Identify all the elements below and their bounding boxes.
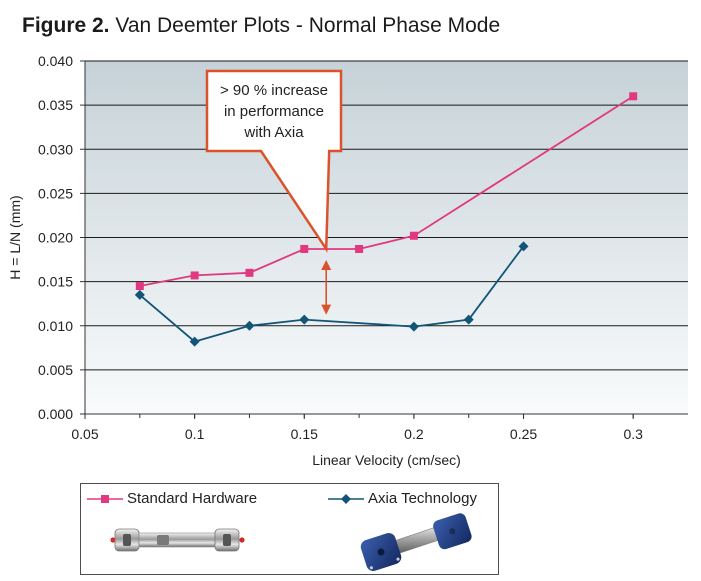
legend-swatch-axia-technology [328,493,364,504]
y-tick-label-0: 0.000 [38,406,73,422]
x-tick-label-1: 0.1 [185,426,205,442]
x-axis-label: Linear Velocity (cm/sec) [312,452,461,468]
y-axis-label: H = L/N (mm) [7,195,23,279]
point-standard-hardware-3 [300,244,309,253]
annotation-line-0: > 90 % increase [220,82,328,99]
y-tick-label-5: 0.025 [38,185,73,201]
point-axia-technology-1 [189,336,200,347]
point-standard-hardware-4 [355,244,364,253]
point-standard-hardware-6 [629,92,638,101]
point-axia-technology-4 [408,321,419,332]
figure-label: Figure 2. [22,14,110,37]
y-tick-label-7: 0.035 [38,97,73,113]
y-tick-label-2: 0.010 [38,318,73,334]
grid-lines [80,60,688,415]
legend-swatch-standard-hardware [87,494,123,503]
annotation-line-2: with Axia [243,124,304,141]
y-tick-label-6: 0.030 [38,141,73,157]
point-axia-technology-5 [463,314,474,325]
legend-label-standard-hardware: Standard Hardware [127,490,258,507]
legend: Standard Hardware Axia Technology [80,483,499,575]
legend-item-standard-hardware: Standard Hardware [87,490,257,507]
y-tick-label-8: 0.040 [38,53,73,69]
point-axia-technology-3 [299,314,310,325]
point-standard-hardware-1 [190,271,199,280]
double-arrow-head-up [321,259,332,270]
van-deemter-chart: 0.000 0.005 0.010 0.015 0.020 0.025 0.030 0.035… [7,53,688,468]
x-tick-label-5: 0.3 [623,426,643,442]
y-tick-label-1: 0.005 [38,362,73,378]
point-axia-technology-6 [518,241,529,252]
figure-title: Figure 2. Van Deemter Plots - Normal Pha… [22,14,500,38]
annotation-line-1: in performance [224,103,324,120]
series-layer [134,92,638,347]
x-tick-label-0: 0.05 [71,426,98,442]
double-arrow-head-down [321,304,332,315]
legend-item-axia-technology: Axia Technology [328,490,477,507]
point-axia-technology-2 [244,320,255,331]
legend-label-axia-technology: Axia Technology [368,490,477,507]
x-tick-label-4: 0.25 [510,426,537,442]
x-tick-label-2: 0.15 [291,426,318,442]
axes [84,61,688,419]
point-standard-hardware-2 [245,268,254,277]
point-axia-technology-0 [134,289,145,300]
annotation: > 90 % increase in performance with Axia [205,69,343,315]
axia-technology-column-image [360,513,472,571]
y-tick-labels: 0.000 0.005 0.010 0.015 0.020 0.025 0.030 0.035… [38,53,73,422]
annotation-callout-box [205,69,343,253]
point-standard-hardware-0 [135,282,144,291]
x-tick-labels: 0.05 0.1 0.15 0.2 0.25 0.3 [71,426,643,442]
y-tick-label-4: 0.020 [38,230,73,246]
x-tick-label-3: 0.2 [404,426,424,442]
figure-title-text: Van Deemter Plots - Normal Phase Mode [115,14,501,37]
point-standard-hardware-5 [409,231,418,240]
y-tick-label-3: 0.015 [38,274,73,290]
standard-hardware-column-image [110,528,245,552]
